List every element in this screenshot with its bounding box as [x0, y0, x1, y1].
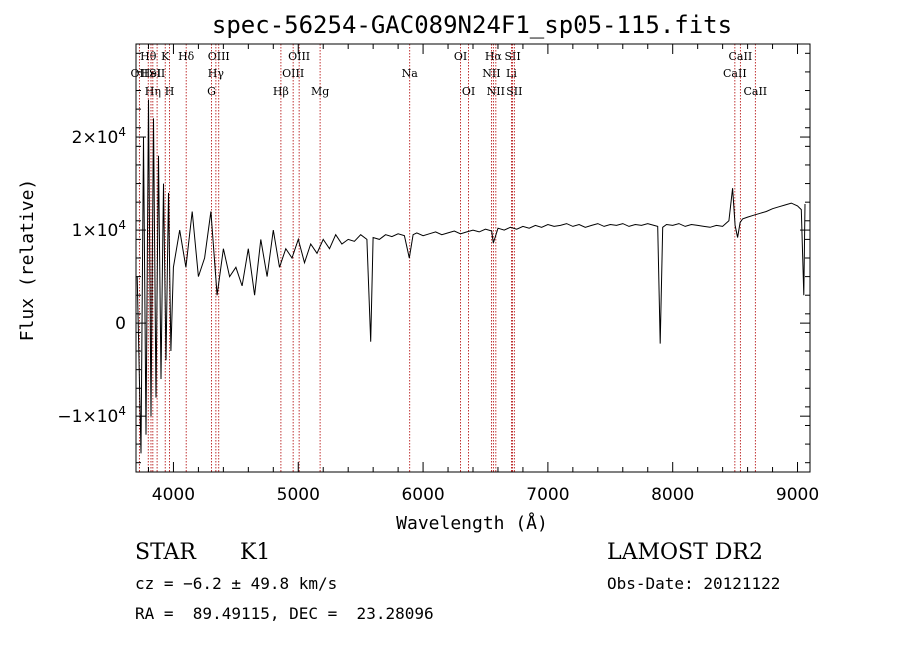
y-tick-label: 2×104 — [72, 125, 126, 148]
line-marker-label: Hγ — [208, 67, 225, 80]
line-marker-label: OIII — [208, 50, 230, 63]
x-axis-label: Wavelength (Å) — [396, 512, 548, 534]
line-marker-label: NII — [487, 85, 505, 98]
x-tick-label: 7000 — [526, 485, 569, 505]
series-layer — [136, 99, 806, 454]
line-marker-label: SII — [149, 67, 165, 80]
axes: 4000 5000 6000 7000 8000 9000 −1×104 0 1×104 2×10… — [57, 43, 819, 505]
line-marker-label: CaII — [723, 67, 747, 80]
line-marker-label: Hδ — [178, 50, 195, 63]
line-marker-label: OIII — [282, 67, 304, 80]
line-marker-label: Hη — [145, 85, 161, 98]
line-marker-label: Hα — [485, 50, 503, 63]
coordinates-readout: RA = 89.49115, DEC = 23.28096 — [135, 604, 434, 623]
x-tick-label: 5000 — [277, 485, 320, 505]
line-marker-label: Hβ — [273, 85, 289, 98]
line-marker-label: OIII — [288, 50, 310, 63]
line-marker-label: OI — [454, 50, 467, 63]
x-tick-label: 9000 — [776, 485, 819, 505]
y-tick-label: 0 — [115, 314, 126, 334]
line-marker-label: G — [207, 85, 216, 98]
object-subclass: K1 — [240, 540, 271, 565]
line-marker-label: NII — [482, 67, 500, 80]
line-marker-label: HeI — [141, 67, 161, 80]
line-marker-label: H — [165, 85, 175, 98]
chart-title: spec-56254-GAC089N24F1_sp05-115.fits — [212, 11, 732, 39]
line-marker-label: OI — [462, 85, 475, 98]
line-marker-label: OII — [131, 67, 149, 80]
line-marker-label: CaII — [729, 50, 753, 63]
plot-frame — [135, 43, 811, 473]
line-marker-label: K — [161, 50, 170, 63]
x-tick-label: 6000 — [401, 485, 444, 505]
line-marker-label: Mg — [311, 85, 329, 98]
redshift-readout: cz = −6.2 ± 49.8 km/s — [135, 574, 338, 593]
x-tick-label: 8000 — [651, 485, 694, 505]
y-tick-label: −1×104 — [57, 404, 126, 427]
line-marker-label: SII — [506, 85, 522, 98]
line-marker-label: CaII — [743, 85, 767, 98]
x-tick-label: 4000 — [152, 485, 195, 505]
line-markers: OII Hθ HeI Hη SII K H Hδ OIII Hγ G Hβ OIII OIII Mg Na OI… — [131, 44, 767, 472]
line-marker-label: SII — [504, 50, 520, 63]
line-marker-label: Na — [402, 67, 419, 80]
survey-name: LAMOST DR2 — [607, 540, 763, 565]
line-marker-label: Hθ — [140, 50, 157, 63]
object-class: STAR — [135, 540, 196, 565]
series-line — [136, 99, 806, 454]
y-axis-label: Flux (relative) — [17, 179, 38, 342]
observation-date: Obs-Date: 20121122 — [607, 574, 781, 593]
y-tick-label: 1×104 — [72, 218, 126, 241]
line-marker-label: Li — [506, 67, 517, 80]
